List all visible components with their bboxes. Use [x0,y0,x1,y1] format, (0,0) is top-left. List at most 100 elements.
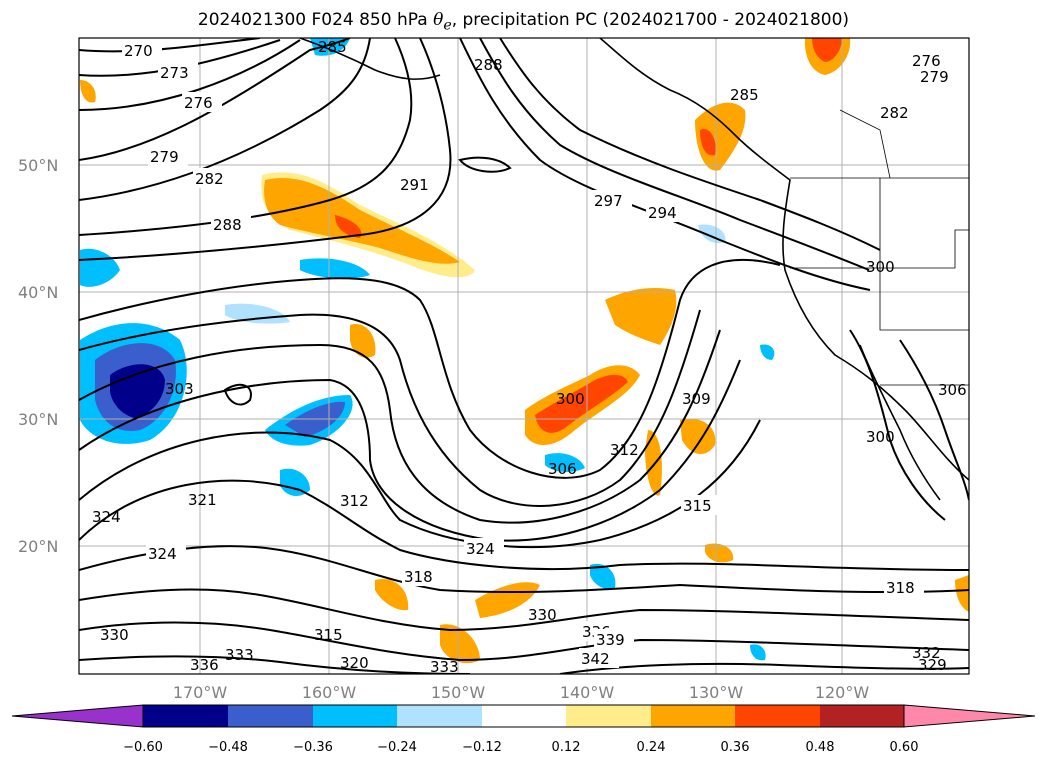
precip-area-negative [545,453,585,472]
alaska-peninsula-coastline [299,38,441,80]
contour-339 [79,655,471,674]
colorbar-extend-left [11,704,144,728]
precip-area-positive [705,543,734,563]
contour-label: 300 [866,258,895,276]
contour-label: 339 [596,631,625,649]
contour-label: 294 [648,204,677,222]
contour-300-east [849,329,946,521]
theta-e-contours [79,38,969,674]
label-bg [464,538,504,558]
contour-label: 312 [610,441,639,459]
colorbar-swatch [566,705,651,727]
lon-label-170w: 170°W [173,683,228,702]
contour-276 [79,39,301,111]
contour-303 [79,258,781,479]
contour-label: 279 [150,148,179,166]
contour-label: 332 [912,644,941,662]
colorbar-swatch [143,705,228,727]
precip-area-positive [700,129,716,156]
contour-label: 303 [165,380,194,398]
contour-label: 291 [400,176,429,194]
contour-label: 309 [682,390,711,408]
label-bg [148,146,188,166]
contour-282 [79,38,371,201]
colorbar-swatch [228,705,313,727]
title-suffix: , precipitation PC (2024021700 - 2024021… [451,10,850,30]
contour-label: 330 [100,626,129,644]
precip-area-positive [605,288,677,345]
colorbar: −0.60 −0.48 −0.36 −0.24 −0.12 0.12 0.24 … [11,704,1036,755]
colorbar-tick-label: −0.36 [293,740,333,755]
contour-label: 330 [528,606,557,624]
colorbar-swatch [313,705,397,727]
map-content [79,38,969,674]
lat-label-30n: 30°N [18,410,58,429]
plot-frame [78,37,970,675]
precip-area-positive [535,374,628,433]
lat-label-20n: 20°N [18,537,58,556]
contour-label: 288 [474,56,503,74]
political-borders [790,109,969,386]
precip-area-positive [264,178,460,264]
contour-270 [79,38,261,53]
label-bg [579,648,619,668]
contour-324 [79,545,969,594]
contour-label: 300 [866,428,895,446]
colorbar-tick-label: −0.24 [377,740,417,755]
colorbar-swatch [651,705,735,727]
precip-area-negative [225,303,290,324]
latitude-labels: 50°N 40°N 30°N 20°N [18,156,58,556]
theta-symbol: θ [433,10,444,30]
contour-label: 315 [314,626,343,644]
lon-label-160w: 160°W [302,683,357,702]
contour-closed [458,156,512,173]
contour-315 [79,419,761,549]
contour-318 [79,479,969,571]
label-bg [884,577,924,597]
precip-area-negative [760,344,775,360]
precip-area-negative [300,258,370,279]
contour-label: 342 [581,650,610,668]
precip-area-positive [335,215,362,238]
label-bg [594,629,634,649]
label-bg [211,214,251,234]
colorbar-tick-label: 0.48 [806,740,835,755]
colorbar-swatch [820,705,904,727]
contour-300-north [499,38,881,251]
precip-area-positive [80,80,96,103]
precip-area-positive [375,579,409,611]
label-bg [122,40,162,60]
precip-shading [80,38,969,664]
contour-label: 276 [912,52,941,70]
colorbar-tick-label: −0.60 [123,740,163,755]
contour-label: 336 [190,656,219,674]
lon-label-120w: 120°W [815,683,870,702]
label-bg [182,92,222,112]
colorbar-frame [142,704,905,728]
contour-labels: 270 273 276 279 282 288 285 291 288 285 … [92,38,967,676]
contour-label: 306 [548,460,577,478]
contour-label: 285 [730,86,759,104]
contour-label: 285 [318,38,347,56]
longitude-labels: 170°W 160°W 150°W 140°W 130°W 120°W [173,683,870,702]
contour-288 [79,38,413,236]
contour-label: 324 [466,540,495,558]
contour-306 [79,309,701,507]
colorbar-swatch [735,705,820,727]
chart-title: 2024021300 F024 850 hPa θe, precipitatio… [0,10,1047,33]
contour-291 [79,38,452,261]
label-bg [146,543,186,563]
contour-label: 276 [184,94,213,112]
contour-label: 279 [920,68,949,86]
contour-label: 282 [195,170,224,188]
precip-area-positive [680,418,716,455]
lat-label-40n: 40°N [18,283,58,302]
colorbar-swatch [482,705,566,727]
border-states [879,178,969,331]
theta-subscript: e [443,17,452,34]
precip-area-positive [350,324,376,358]
contour-label: 288 [213,216,242,234]
contour-label: 300 [556,390,585,408]
lon-label-130w: 130°W [689,683,744,702]
